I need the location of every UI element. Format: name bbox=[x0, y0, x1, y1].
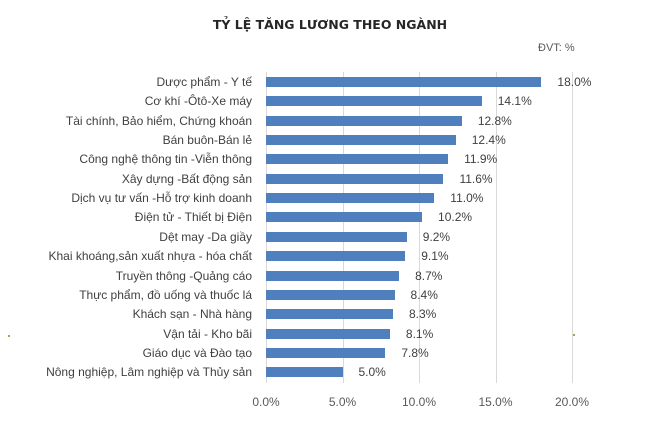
value-label: 11.6% bbox=[459, 171, 493, 186]
value-label: 12.8% bbox=[477, 113, 512, 128]
bar bbox=[266, 77, 542, 87]
category-label: Khách sạn - Nhà hàng bbox=[132, 307, 252, 322]
decorative-dot bbox=[573, 334, 575, 336]
category-label: Truyền thông -Quảng cáo bbox=[115, 268, 252, 283]
category-label: Dược phẩm - Y tế bbox=[156, 75, 253, 89]
category-label: Giáo dục và Đào tạo bbox=[142, 345, 252, 360]
bar bbox=[266, 270, 400, 281]
category-label: Công nghệ thông tin -Viễn thông bbox=[79, 152, 252, 167]
value-label: 9.2% bbox=[422, 229, 451, 244]
unit-label: ĐVT: % bbox=[538, 42, 575, 54]
bar bbox=[266, 309, 393, 320]
category-label: Dịch vụ tư vấn -Hỗ trợ kinh doanh bbox=[71, 191, 252, 206]
category-label: Nông nghiệp, Lâm nghiệp và Thủy sản bbox=[46, 365, 252, 380]
bar bbox=[266, 231, 407, 242]
value-label: 11.9% bbox=[464, 152, 498, 167]
value-label: 5.0% bbox=[358, 365, 386, 380]
gridline bbox=[495, 72, 497, 383]
bar bbox=[266, 154, 449, 165]
x-tick-label: 20.0% bbox=[554, 395, 590, 409]
decorative-dot bbox=[8, 335, 10, 337]
bar bbox=[266, 328, 390, 339]
bar bbox=[266, 289, 395, 300]
value-label: 8.7% bbox=[415, 268, 443, 283]
value-label: 8.4% bbox=[410, 287, 438, 302]
x-tick-label: 0.0% bbox=[252, 395, 280, 409]
value-label: 8.1% bbox=[405, 326, 434, 341]
value-label: 7.8% bbox=[401, 345, 429, 360]
gridline bbox=[266, 72, 267, 383]
category-label: Cơ khí -Ôtô-Xe máy bbox=[144, 94, 252, 109]
gridline bbox=[572, 72, 573, 383]
bar bbox=[266, 115, 462, 126]
value-label: 10.2% bbox=[438, 210, 473, 225]
value-label: 14.1% bbox=[497, 94, 532, 109]
bar bbox=[266, 367, 343, 378]
category-label: Xây dựng -Bất động sản bbox=[121, 171, 252, 186]
gridline bbox=[419, 72, 420, 383]
x-tick-label: 5.0% bbox=[328, 395, 357, 409]
x-tick-label: 10.0% bbox=[401, 395, 437, 409]
value-label: 12.4% bbox=[471, 133, 506, 148]
category-label: Vận tải - Kho bãi bbox=[163, 326, 252, 341]
value-label: 11.0% bbox=[450, 191, 484, 206]
bar bbox=[266, 212, 423, 223]
bar bbox=[266, 251, 406, 262]
category-label: Điện tử - Thiết bị Điện bbox=[134, 210, 252, 225]
value-label: 8.3% bbox=[408, 307, 437, 322]
category-label: Bán buôn-Bán lẻ bbox=[162, 133, 252, 148]
bar bbox=[266, 347, 386, 358]
bar bbox=[266, 135, 456, 146]
gridline bbox=[342, 72, 344, 383]
value-label: 9.1% bbox=[421, 249, 449, 264]
category-label: Khai khoáng,sản xuất nhựa - hóa chất bbox=[48, 249, 252, 264]
category-label: Dệt may -Da giầy bbox=[159, 229, 252, 244]
bar bbox=[266, 173, 444, 184]
x-tick-label: 15.0% bbox=[478, 395, 513, 409]
chart-title: TỶ LỆ TĂNG LƯƠNG THEO NGÀNH bbox=[212, 17, 448, 32]
bar bbox=[266, 193, 435, 204]
bar bbox=[266, 96, 482, 107]
category-label: Tài chính, Bảo hiểm, Chứng khoán bbox=[65, 113, 252, 128]
value-label: 18.0% bbox=[557, 75, 592, 89]
category-label: Thực phẩm, đồ uống và thuốc lá bbox=[79, 287, 252, 302]
